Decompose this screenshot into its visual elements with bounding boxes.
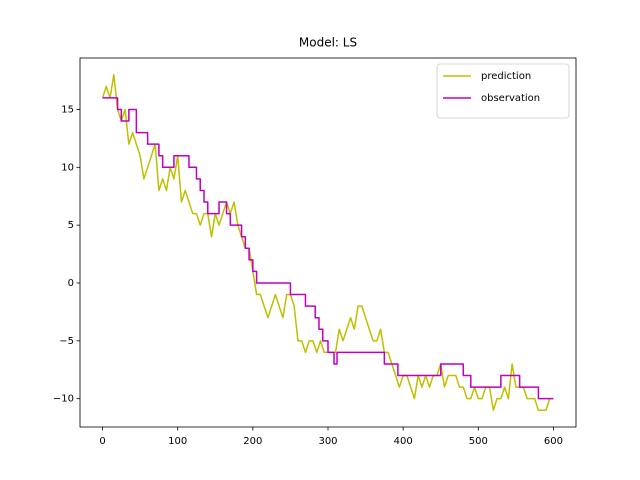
legend-label: observation: [481, 93, 540, 104]
chart-title: Model: LS: [299, 36, 357, 50]
x-tick-label: 400: [394, 436, 413, 447]
y-tick-label: 15: [61, 104, 74, 115]
y-tick-label: 10: [61, 162, 74, 173]
x-tick-label: 500: [469, 436, 488, 447]
x-tick-label: 200: [243, 436, 262, 447]
y-tick-label: −5: [59, 336, 74, 347]
y-tick-label: 0: [68, 278, 74, 289]
x-tick-label: 100: [168, 436, 187, 447]
x-tick-label: 600: [544, 436, 563, 447]
x-tick-label: 0: [99, 436, 105, 447]
plot-frame: [79, 57, 577, 428]
x-tick-label: 300: [318, 436, 337, 447]
y-tick-label: −10: [53, 394, 74, 405]
y-tick-label: 5: [68, 220, 74, 231]
data-line: [101, 74, 551, 411]
legend-frame: [436, 63, 570, 119]
data-line: [102, 97, 554, 400]
legend-label: prediction: [481, 71, 531, 82]
